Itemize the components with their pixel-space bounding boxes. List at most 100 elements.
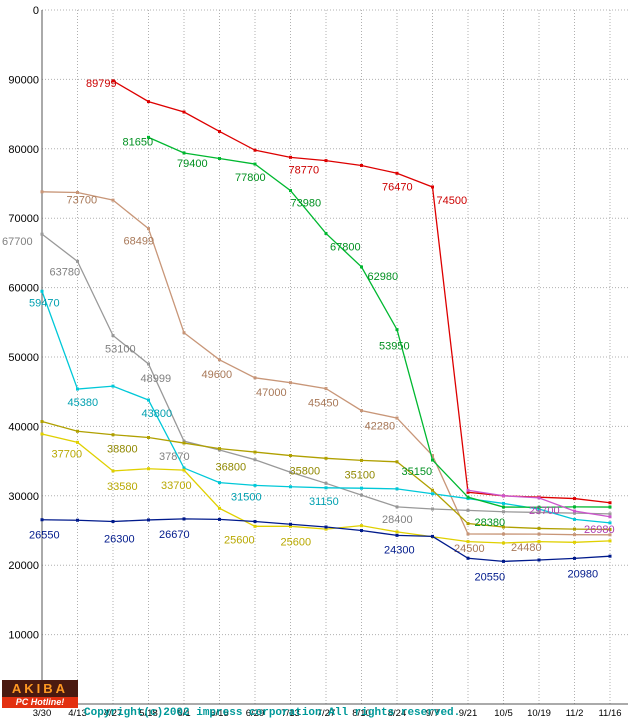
x-tick-label: 8/10 bbox=[352, 708, 371, 719]
data-point-marker bbox=[40, 190, 44, 194]
data-point-marker bbox=[502, 501, 505, 505]
data-point-marker bbox=[502, 510, 505, 514]
data-point-marker bbox=[360, 529, 363, 532]
data-point-marker bbox=[324, 231, 328, 235]
y-tick-label: 20000 bbox=[8, 560, 39, 572]
x-tick-label: 4/13 bbox=[68, 708, 87, 719]
data-point-marker bbox=[573, 511, 576, 515]
data-point-marker bbox=[40, 420, 44, 424]
data-point-label: 26300 bbox=[104, 533, 135, 545]
data-point-marker bbox=[147, 436, 150, 440]
data-point-marker bbox=[608, 501, 612, 505]
x-tick-label: 10/5 bbox=[494, 708, 513, 719]
data-point-marker bbox=[360, 265, 363, 269]
data-point-marker bbox=[431, 492, 434, 496]
series-line bbox=[148, 136, 611, 508]
copyright-line: Copyright(c)2002 impress corporation All… bbox=[84, 707, 461, 719]
data-point-label: 74500 bbox=[437, 195, 468, 207]
data-point-label: 49600 bbox=[202, 369, 233, 381]
data-point-marker bbox=[253, 148, 257, 152]
data-point-marker bbox=[395, 416, 399, 420]
data-point-marker bbox=[76, 259, 79, 263]
data-point-marker bbox=[147, 100, 150, 104]
data-point-marker bbox=[360, 163, 363, 167]
x-tick-label: 6/15 bbox=[210, 708, 229, 719]
data-point-marker bbox=[431, 534, 434, 538]
data-point-marker bbox=[147, 135, 150, 139]
data-point-marker bbox=[431, 488, 434, 492]
data-point-marker bbox=[147, 362, 150, 366]
data-point-marker bbox=[573, 556, 576, 560]
data-point-label: 67800 bbox=[330, 241, 361, 253]
data-point-marker bbox=[324, 486, 328, 490]
data-point-marker bbox=[466, 508, 470, 512]
data-point-marker bbox=[608, 554, 612, 558]
data-point-marker bbox=[182, 466, 186, 470]
data-point-marker bbox=[253, 483, 257, 487]
data-point-marker bbox=[537, 532, 541, 536]
data-point-label: 48999 bbox=[141, 373, 172, 385]
data-point-marker bbox=[324, 387, 328, 391]
data-point-marker bbox=[218, 129, 221, 133]
data-point-marker bbox=[76, 518, 79, 522]
data-point-marker bbox=[395, 171, 399, 175]
data-point-label: 26550 bbox=[29, 530, 60, 542]
data-point-label: 20980 bbox=[568, 568, 599, 580]
data-point-marker bbox=[360, 458, 363, 462]
data-point-marker bbox=[76, 191, 79, 195]
data-point-marker bbox=[289, 522, 292, 526]
data-point-label: 76470 bbox=[382, 181, 413, 193]
data-point-marker bbox=[289, 454, 292, 458]
x-tick-label: 8/24 bbox=[388, 708, 407, 719]
data-point-marker bbox=[147, 398, 150, 402]
data-point-marker bbox=[537, 507, 541, 511]
data-point-marker bbox=[608, 539, 612, 543]
data-point-marker bbox=[218, 447, 221, 451]
data-point-marker bbox=[253, 376, 257, 380]
y-tick-label: 50000 bbox=[8, 352, 39, 364]
data-point-marker bbox=[502, 494, 505, 498]
data-point-marker bbox=[608, 512, 612, 516]
data-point-marker bbox=[218, 358, 221, 362]
data-point-marker bbox=[502, 541, 505, 545]
data-point-marker bbox=[466, 490, 470, 494]
data-point-marker bbox=[466, 488, 470, 492]
data-point-marker bbox=[573, 527, 576, 531]
data-point-marker bbox=[111, 469, 115, 473]
x-tick-label: 4/27 bbox=[104, 708, 123, 719]
data-point-marker bbox=[147, 518, 150, 522]
data-point-marker bbox=[253, 450, 257, 454]
data-point-label: 25600 bbox=[281, 536, 312, 548]
series-line bbox=[41, 233, 611, 515]
data-point-label: 42280 bbox=[365, 421, 396, 433]
data-point-marker bbox=[111, 519, 115, 523]
data-point-marker bbox=[182, 110, 186, 114]
data-point-marker bbox=[76, 440, 79, 444]
data-point-marker bbox=[111, 79, 115, 83]
data-point-marker bbox=[182, 517, 186, 521]
data-point-marker bbox=[395, 505, 399, 509]
data-point-label: 45450 bbox=[308, 398, 339, 410]
data-point-marker bbox=[324, 525, 328, 529]
data-point-marker bbox=[111, 198, 115, 202]
data-point-label: 68499 bbox=[124, 236, 155, 248]
data-point-label: 62980 bbox=[368, 271, 399, 283]
data-point-label: 37870 bbox=[159, 451, 190, 463]
data-point-marker bbox=[289, 524, 292, 528]
data-point-label: 67700 bbox=[2, 236, 33, 248]
data-point-marker bbox=[608, 533, 612, 537]
data-point-marker bbox=[289, 381, 292, 385]
akiba-logo: AKIBA PC Hotline! bbox=[2, 680, 78, 708]
data-point-marker bbox=[147, 467, 150, 471]
data-point-label: 35100 bbox=[345, 469, 376, 481]
data-point-marker bbox=[537, 558, 541, 562]
data-point-marker bbox=[324, 527, 328, 531]
data-point-marker bbox=[395, 328, 399, 332]
data-point-label: 43800 bbox=[142, 408, 173, 420]
data-point-marker bbox=[431, 454, 434, 458]
data-point-marker bbox=[466, 532, 470, 536]
data-point-marker bbox=[40, 232, 44, 236]
data-point-marker bbox=[466, 522, 470, 526]
data-point-marker bbox=[537, 505, 541, 509]
x-tick-label: 11/2 bbox=[566, 708, 584, 719]
